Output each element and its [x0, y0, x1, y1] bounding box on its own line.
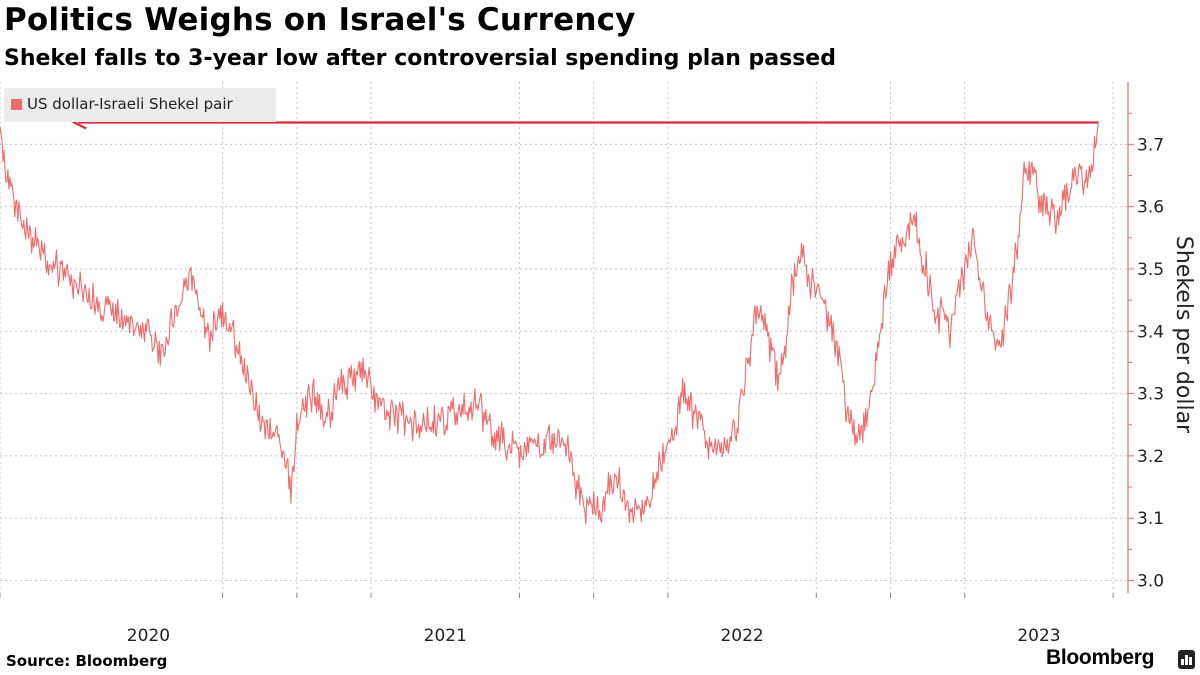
axes: 3.0 3.1 3.2 3.3 3.4 3.5 3.6 3.7 2020 2021 2022 2023… [0, 82, 1196, 646]
legend-label: US dollar-Israeli Shekel pair [27, 95, 233, 113]
y-axis-title: Shekels per dollar [1171, 236, 1196, 434]
y-tick-label: 3.0 [1137, 572, 1164, 592]
y-tick-label: 3.1 [1137, 509, 1164, 529]
y-tick-label: 3.3 [1137, 385, 1164, 405]
x-tick-label: 2020 [127, 626, 170, 646]
chart-title: Politics Weighs on Israel's Currency [4, 2, 636, 38]
chart-subtitle: Shekel falls to 3-year low after controv… [4, 46, 836, 71]
source-note: Source: Bloomberg [6, 652, 168, 670]
series-line-usdils [0, 122, 1099, 525]
bloomberg-chart-icon [1178, 650, 1195, 669]
legend-swatch [11, 99, 22, 110]
chart-legend: US dollar-Israeli Shekel pair [4, 88, 276, 122]
y-tick-label: 3.5 [1137, 260, 1164, 280]
bloomberg-logo: Bloomberg [1046, 646, 1155, 669]
y-tick-label: 3.2 [1137, 447, 1164, 467]
grid-lines [0, 82, 1128, 593]
x-tick-label: 2023 [1017, 626, 1060, 646]
x-tick-label: 2022 [720, 626, 763, 646]
series-line-group [0, 122, 1099, 525]
y-tick-label: 3.6 [1137, 198, 1164, 218]
y-tick-label: 3.7 [1137, 135, 1164, 155]
y-tick-label: 3.4 [1137, 322, 1164, 342]
x-tick-label: 2021 [424, 626, 467, 646]
